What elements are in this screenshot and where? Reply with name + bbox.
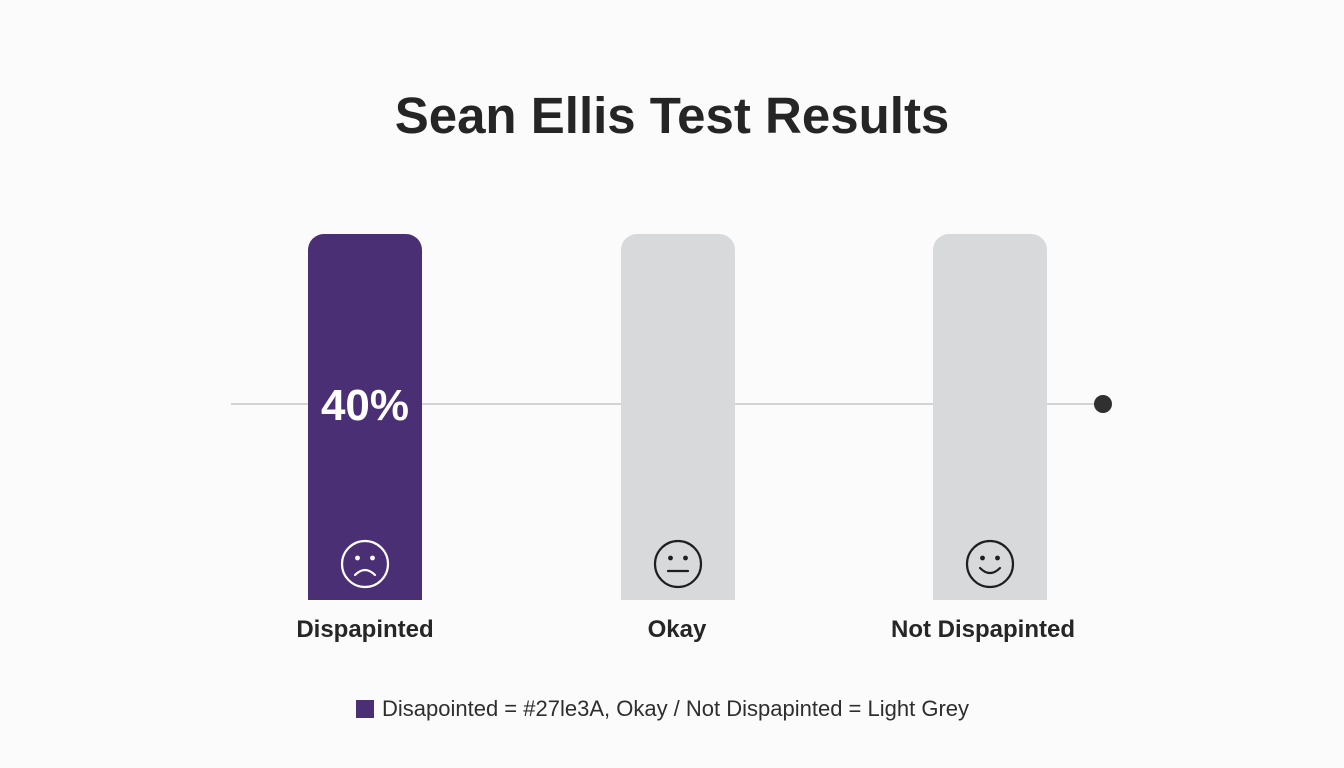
legend-text: Disapointed = #27le3A, Okay / Not Dispap… <box>382 696 970 721</box>
legend-swatch <box>356 700 374 718</box>
bar-dispapinted: 40% <box>308 234 422 600</box>
category-label-okay: Okay <box>647 616 707 643</box>
bar-value-label: 40% <box>320 381 410 430</box>
category-label-dispapinted: Dispapinted <box>296 616 434 643</box>
threshold-end-dot <box>1094 395 1112 413</box>
bar-not-dispapinted <box>933 234 1047 600</box>
chart-title: Sean Ellis Test Results <box>394 87 950 144</box>
bar-okay <box>621 234 735 600</box>
category-label-not-dispapinted: Not Dispapinted <box>891 616 1075 643</box>
legend: Disapointed = #27le3A, Okay / Not Dispap… <box>356 696 970 721</box>
neutral-face-icon <box>653 539 703 589</box>
sad-face-icon <box>340 539 390 589</box>
happy-face-icon <box>965 539 1015 589</box>
